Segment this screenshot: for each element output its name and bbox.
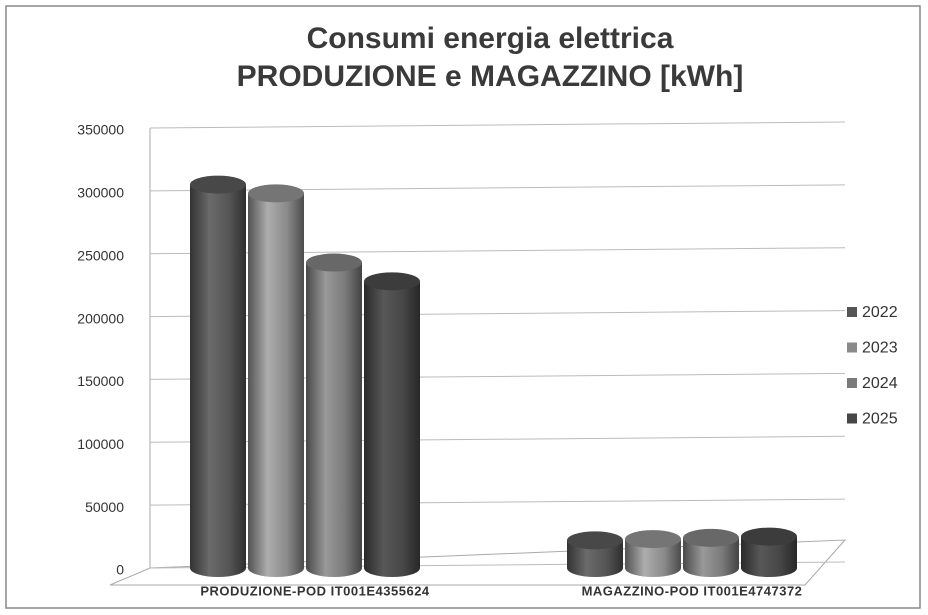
cylinder-top (190, 175, 246, 194)
cylinder-top (364, 272, 420, 291)
cylinder (248, 193, 304, 577)
y-tick-label: 300000 (77, 185, 124, 201)
y-tick-label: 50000 (85, 499, 124, 515)
cylinder-top (248, 184, 304, 203)
legend-swatch (847, 413, 857, 424)
legend-swatch (847, 378, 857, 388)
cylinder (306, 262, 362, 577)
legend-swatch (847, 342, 857, 353)
cylinder-top (625, 530, 681, 549)
cylinder-top (567, 531, 623, 550)
cylinder (741, 536, 797, 577)
y-tick-label: 0 (116, 562, 124, 578)
y-tick-label: 200000 (77, 310, 124, 326)
legend-swatch (847, 307, 857, 317)
legend-label: 2022 (862, 304, 898, 321)
x-tick-label: PRODUZIONE-POD IT001E4355624 (200, 583, 430, 598)
cylinder (625, 539, 681, 577)
cylinder-top (741, 527, 797, 546)
grid-line (149, 121, 846, 129)
y-tick-label: 250000 (77, 247, 124, 263)
chart-border (5, 5, 921, 609)
y-tick-label: 100000 (77, 436, 124, 452)
chart-title: PRODUZIONE e MAGAZZINO [kWh] (237, 60, 744, 93)
cylinder-top (306, 253, 362, 272)
legend-label: 2023 (862, 340, 898, 357)
cylinder-top (683, 528, 739, 547)
cylinder (683, 537, 739, 577)
legend-label: 2025 (862, 411, 898, 428)
cylinder (364, 281, 420, 577)
y-tick-label: 350000 (77, 122, 124, 138)
chart-title: Consumi energia elettrica (307, 22, 674, 55)
cylinder (190, 184, 246, 578)
x-tick-label: MAGAZZINO-POD IT001E4747372 (582, 583, 803, 598)
legend-label: 2024 (862, 375, 898, 392)
y-tick-label: 150000 (77, 373, 124, 389)
cylinder (567, 540, 623, 577)
